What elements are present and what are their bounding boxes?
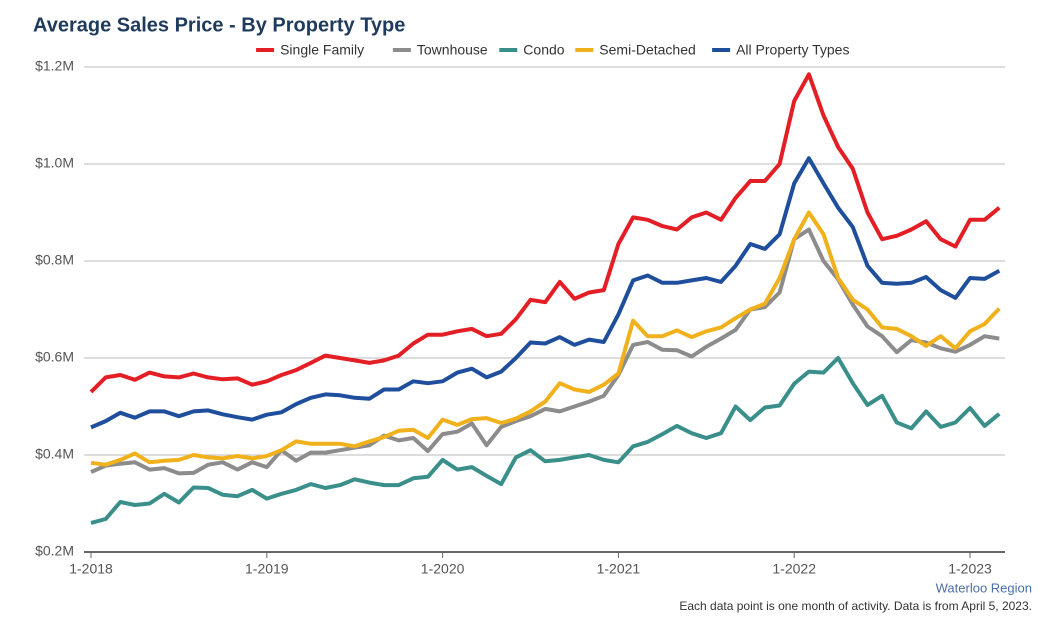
y-tick-label: $0.8M bbox=[35, 252, 74, 268]
legend-label: Townhouse bbox=[417, 42, 488, 58]
line-series bbox=[90, 227, 1000, 476]
y-tick-label: $1.2M bbox=[35, 58, 74, 74]
x-tick-label: 1-2023 bbox=[948, 561, 992, 577]
line-series bbox=[90, 156, 1001, 430]
x-tick-label: 1-2021 bbox=[597, 561, 641, 577]
source: Waterloo Region bbox=[936, 580, 1032, 595]
x-tick-label: 1-2018 bbox=[69, 561, 113, 577]
x-tick-label: 1-2019 bbox=[245, 561, 289, 577]
footnote: Each data point is one month of activity… bbox=[679, 599, 1032, 613]
legend-label: Single Family bbox=[280, 42, 364, 58]
legend-label: Condo bbox=[523, 42, 564, 58]
y-tick-label: $0.4M bbox=[35, 446, 74, 462]
y-tick-label: $1.0M bbox=[35, 155, 74, 171]
legend-label: All Property Types bbox=[736, 42, 849, 58]
x-tick-label: 1-2022 bbox=[772, 561, 816, 577]
line-series bbox=[89, 72, 1001, 394]
y-tick-label: $0.6M bbox=[35, 349, 74, 365]
legend-label: Semi-Detached bbox=[599, 42, 696, 58]
line-series bbox=[90, 356, 1001, 525]
x-tick-label: 1-2020 bbox=[421, 561, 465, 577]
line-series bbox=[90, 210, 1001, 467]
y-tick-label: $0.2M bbox=[35, 543, 74, 559]
chart-title: Average Sales Price - By Property Type bbox=[33, 14, 405, 36]
